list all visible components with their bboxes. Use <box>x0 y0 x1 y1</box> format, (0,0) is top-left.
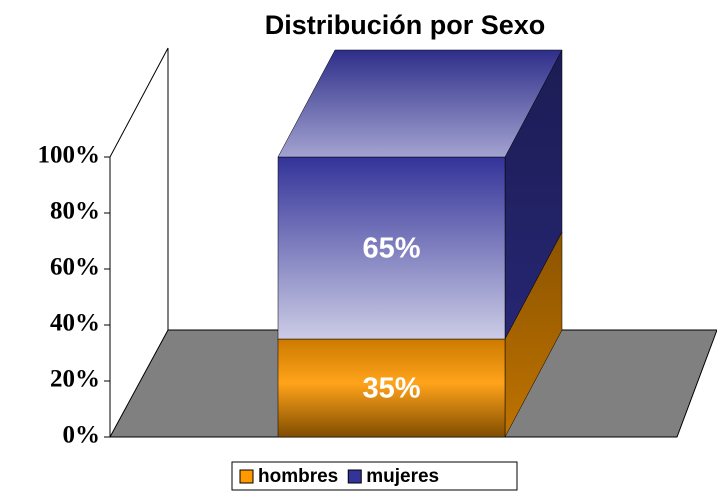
legend-label: mujeres <box>366 466 439 487</box>
bar <box>277 156 506 340</box>
data-label: 35% <box>362 373 420 405</box>
y-tick-label: 60% <box>50 254 100 281</box>
y-tick-label: 40% <box>50 310 100 337</box>
legend-swatch <box>347 469 362 484</box>
bar <box>277 338 506 438</box>
legend-label: hombres <box>258 466 338 487</box>
chart-title: Distribución por Sexo <box>265 10 546 40</box>
legend <box>231 461 518 491</box>
bar-top <box>277 49 563 158</box>
y-tick-label: 20% <box>50 366 100 393</box>
y-tick-label: 100% <box>38 142 101 169</box>
y-tick-label: 80% <box>50 198 100 225</box>
legend-swatch <box>239 469 254 484</box>
wall-edge <box>109 47 169 158</box>
data-label: 65% <box>362 233 420 265</box>
y-tick-label: 0% <box>63 422 101 449</box>
